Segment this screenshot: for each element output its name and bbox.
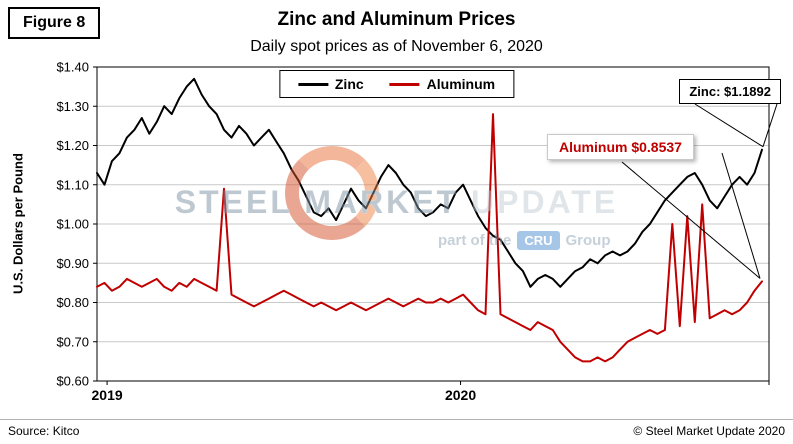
svg-text:$1.40: $1.40 xyxy=(56,60,89,75)
svg-text:$1.00: $1.00 xyxy=(56,217,89,232)
zinc-annotation: Zinc: $1.1892 xyxy=(679,79,781,104)
legend-item-zinc: Zinc xyxy=(297,76,364,92)
aluminum-annotation: Aluminum $0.8537 xyxy=(547,134,694,160)
legend: Zinc Aluminum xyxy=(278,70,515,98)
svg-text:$0.70: $0.70 xyxy=(56,334,89,349)
aluminum-line-swatch-icon xyxy=(389,82,420,86)
source-note: Source: Kitco xyxy=(8,424,80,438)
svg-text:$1.10: $1.10 xyxy=(56,177,89,192)
svg-text:2020: 2020 xyxy=(445,387,476,403)
chart-title: Zinc and Aluminum Prices xyxy=(277,9,516,30)
legend-label-aluminum: Aluminum xyxy=(426,76,496,92)
chart-subtitle: Daily spot prices as of November 6, 2020 xyxy=(250,38,543,55)
svg-text:$0.90: $0.90 xyxy=(56,256,89,271)
legend-item-aluminum: Aluminum xyxy=(389,76,496,92)
svg-text:$1.30: $1.30 xyxy=(56,99,89,114)
copyright-note: © Steel Market Update 2020 xyxy=(633,424,785,438)
figure-label: Figure 8 xyxy=(8,7,101,39)
zinc-line-swatch-icon xyxy=(297,82,328,86)
legend-label-zinc: Zinc xyxy=(334,76,364,92)
svg-text:$0.60: $0.60 xyxy=(56,374,89,389)
svg-text:$1.20: $1.20 xyxy=(56,138,89,153)
svg-text:2019: 2019 xyxy=(92,387,123,403)
footer: Source: Kitco © Steel Market Update 2020 xyxy=(0,419,793,444)
svg-text:$0.80: $0.80 xyxy=(56,295,89,310)
